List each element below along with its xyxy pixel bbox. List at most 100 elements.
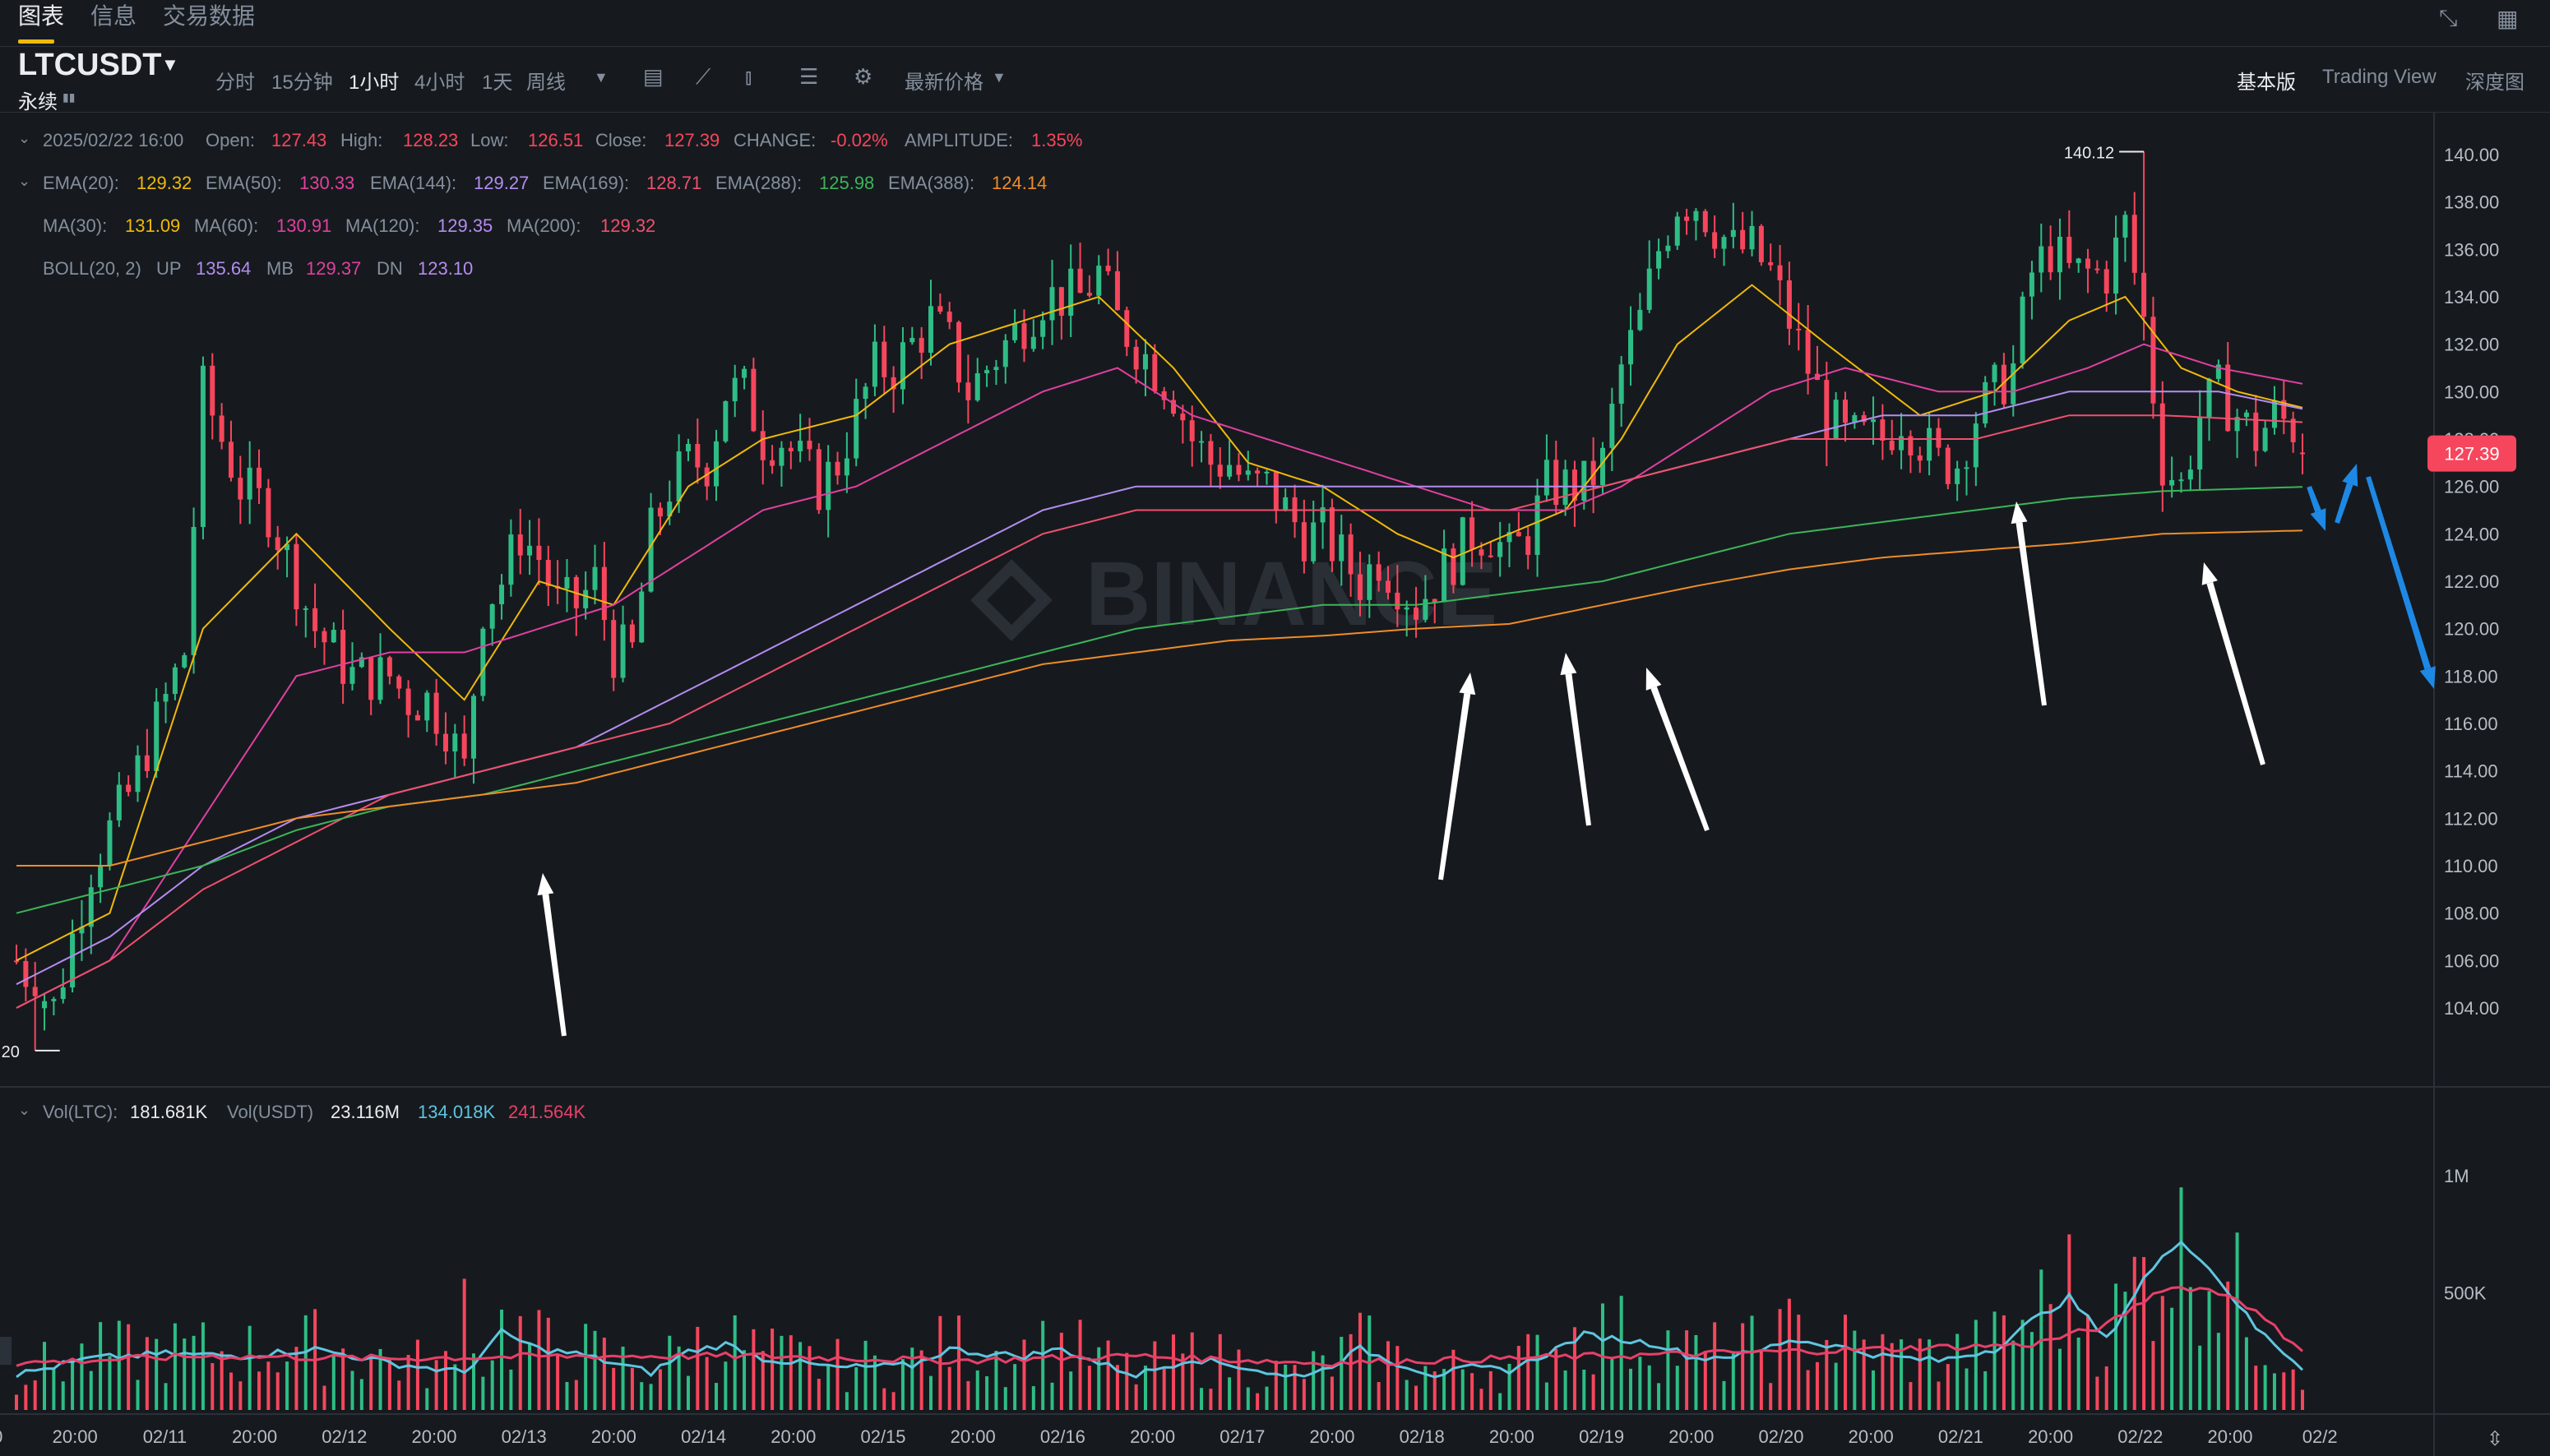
ma30-value: 131.09 (125, 215, 181, 236)
candle-body (1749, 225, 1755, 250)
time-tick-label: 02/13 (502, 1426, 547, 1447)
settings-icon[interactable]: ⚙ (854, 64, 873, 89)
price-type-select[interactable]: 最新价格 (905, 72, 983, 94)
volume-bar (2123, 1292, 2127, 1410)
support-arrow-5 (2011, 502, 2047, 706)
view-tradingview[interactable]: Trading View (2322, 66, 2437, 88)
volume-bar (369, 1358, 373, 1410)
time-tick-label: 20:00 (53, 1426, 98, 1447)
volume-bar (2216, 1333, 2220, 1410)
price-tick-label: 140.00 (2444, 145, 2499, 165)
candle-type-icon[interactable]: ⫾ (745, 64, 752, 89)
change-value: -0.02% (831, 130, 888, 150)
interval-week[interactable]: 周线 (526, 72, 566, 94)
candle-body (1245, 470, 1251, 475)
arrow-shaft (1438, 693, 1471, 881)
volume-bar (1675, 1366, 1679, 1410)
volume-bar (220, 1351, 224, 1410)
volume-bar (1479, 1389, 1483, 1410)
support-arrow-1 (537, 873, 567, 1037)
volume-bar (2057, 1348, 2062, 1410)
fit-axis-icon[interactable]: ⇳ (2487, 1428, 2503, 1450)
candle-body (1124, 310, 1130, 347)
candle-body (238, 478, 243, 500)
volume-bar (285, 1361, 289, 1410)
arrow-head (2342, 464, 2358, 487)
candle-body (1423, 599, 1428, 620)
volume-bar (2207, 1291, 2211, 1410)
volume-bar (1657, 1383, 1661, 1410)
volume-bar (164, 1383, 168, 1410)
volume-bar (826, 1363, 831, 1410)
volume-bar (1162, 1368, 1166, 1410)
more-intervals-chevron-icon[interactable]: ▼ (594, 69, 609, 86)
candle-body (1114, 270, 1120, 311)
volume-bar (1442, 1369, 1446, 1410)
candle-body (685, 443, 691, 452)
tab-info[interactable]: 信息 (90, 3, 137, 29)
collapse-chevron-icon[interactable]: ⌄ (18, 130, 31, 146)
view-depth[interactable]: 深度图 (2465, 72, 2525, 94)
candle-body (60, 987, 66, 1000)
price-tick-label: 122.00 (2444, 571, 2499, 592)
interval-15m[interactable]: 15分钟 (271, 72, 333, 94)
candle-body (1273, 471, 1279, 511)
ma60-label: MA(60): (194, 215, 259, 236)
collapse-chevron-icon[interactable]: ⌄ (18, 173, 31, 189)
candle-body (872, 341, 877, 387)
candle-body (1656, 251, 1662, 269)
price-type-chevron-icon[interactable]: ▼ (992, 69, 1007, 86)
collapse-icon[interactable]: ⤡ (2439, 5, 2458, 30)
candle-body (1684, 216, 1690, 221)
volume-bar (640, 1382, 644, 1410)
volume-bar (752, 1329, 756, 1410)
volume-bar (743, 1350, 747, 1410)
candle-body (1404, 607, 1409, 610)
time-tick-label: 02/11 (143, 1426, 187, 1447)
symbol-title[interactable]: LTCUSDT (18, 48, 162, 82)
volume-bar (2235, 1232, 2239, 1410)
candle-body (1311, 522, 1317, 562)
layout-icon[interactable]: ☰ (799, 64, 819, 89)
volume-bar (1591, 1374, 1595, 1410)
interval-time[interactable]: 分时 (215, 72, 255, 94)
tab-trading-data[interactable]: 交易数据 (163, 3, 256, 29)
volume-bar (1937, 1381, 1941, 1410)
collapse-chevron-icon[interactable]: ⌄ (18, 1102, 31, 1118)
ema388-value: 124.14 (992, 173, 1048, 193)
pane-resize-handle[interactable] (0, 1337, 12, 1365)
tab-chart[interactable]: 图表 (18, 3, 65, 29)
candle-body (807, 441, 812, 450)
candle-body (592, 566, 598, 590)
volume-bar (443, 1351, 447, 1410)
candle-body (1543, 460, 1549, 496)
volume-bar (929, 1375, 933, 1410)
time-tick-label: 20:00 (1489, 1426, 1534, 1447)
ma200-label: MA(200): (507, 215, 581, 236)
grid-layout-icon[interactable]: ▦ (2497, 6, 2519, 31)
volume-bar (537, 1310, 541, 1410)
candle-body (1553, 460, 1559, 506)
symbol-dropdown-icon[interactable]: ▼ (161, 54, 179, 75)
calendar-icon[interactable]: ▤ (643, 64, 664, 89)
price-tick-label: 132.00 (2444, 335, 2499, 355)
interval-4h[interactable]: 4小时 (414, 72, 465, 94)
volume-bar (1414, 1385, 1418, 1410)
candle-body (2197, 417, 2203, 470)
volume-bar (2263, 1365, 2267, 1410)
volume-bar (1844, 1315, 1847, 1410)
candle-body (2281, 400, 2287, 419)
indicator-icon[interactable]: ⟋ (696, 64, 711, 89)
volume-bar (556, 1353, 560, 1410)
watermark-text: BINANCE (1085, 543, 1497, 645)
candle-body (2057, 236, 2062, 273)
candle-body (154, 701, 160, 771)
volume-bar (173, 1323, 177, 1410)
view-basic[interactable]: 基本版 (2237, 72, 2296, 94)
interval-1h[interactable]: 1小时 (349, 72, 400, 94)
interval-1d[interactable]: 1天 (482, 72, 513, 94)
price-tick-label: 110.00 (2444, 856, 2498, 876)
volume-bar (2067, 1234, 2071, 1410)
candle-body (527, 545, 533, 556)
